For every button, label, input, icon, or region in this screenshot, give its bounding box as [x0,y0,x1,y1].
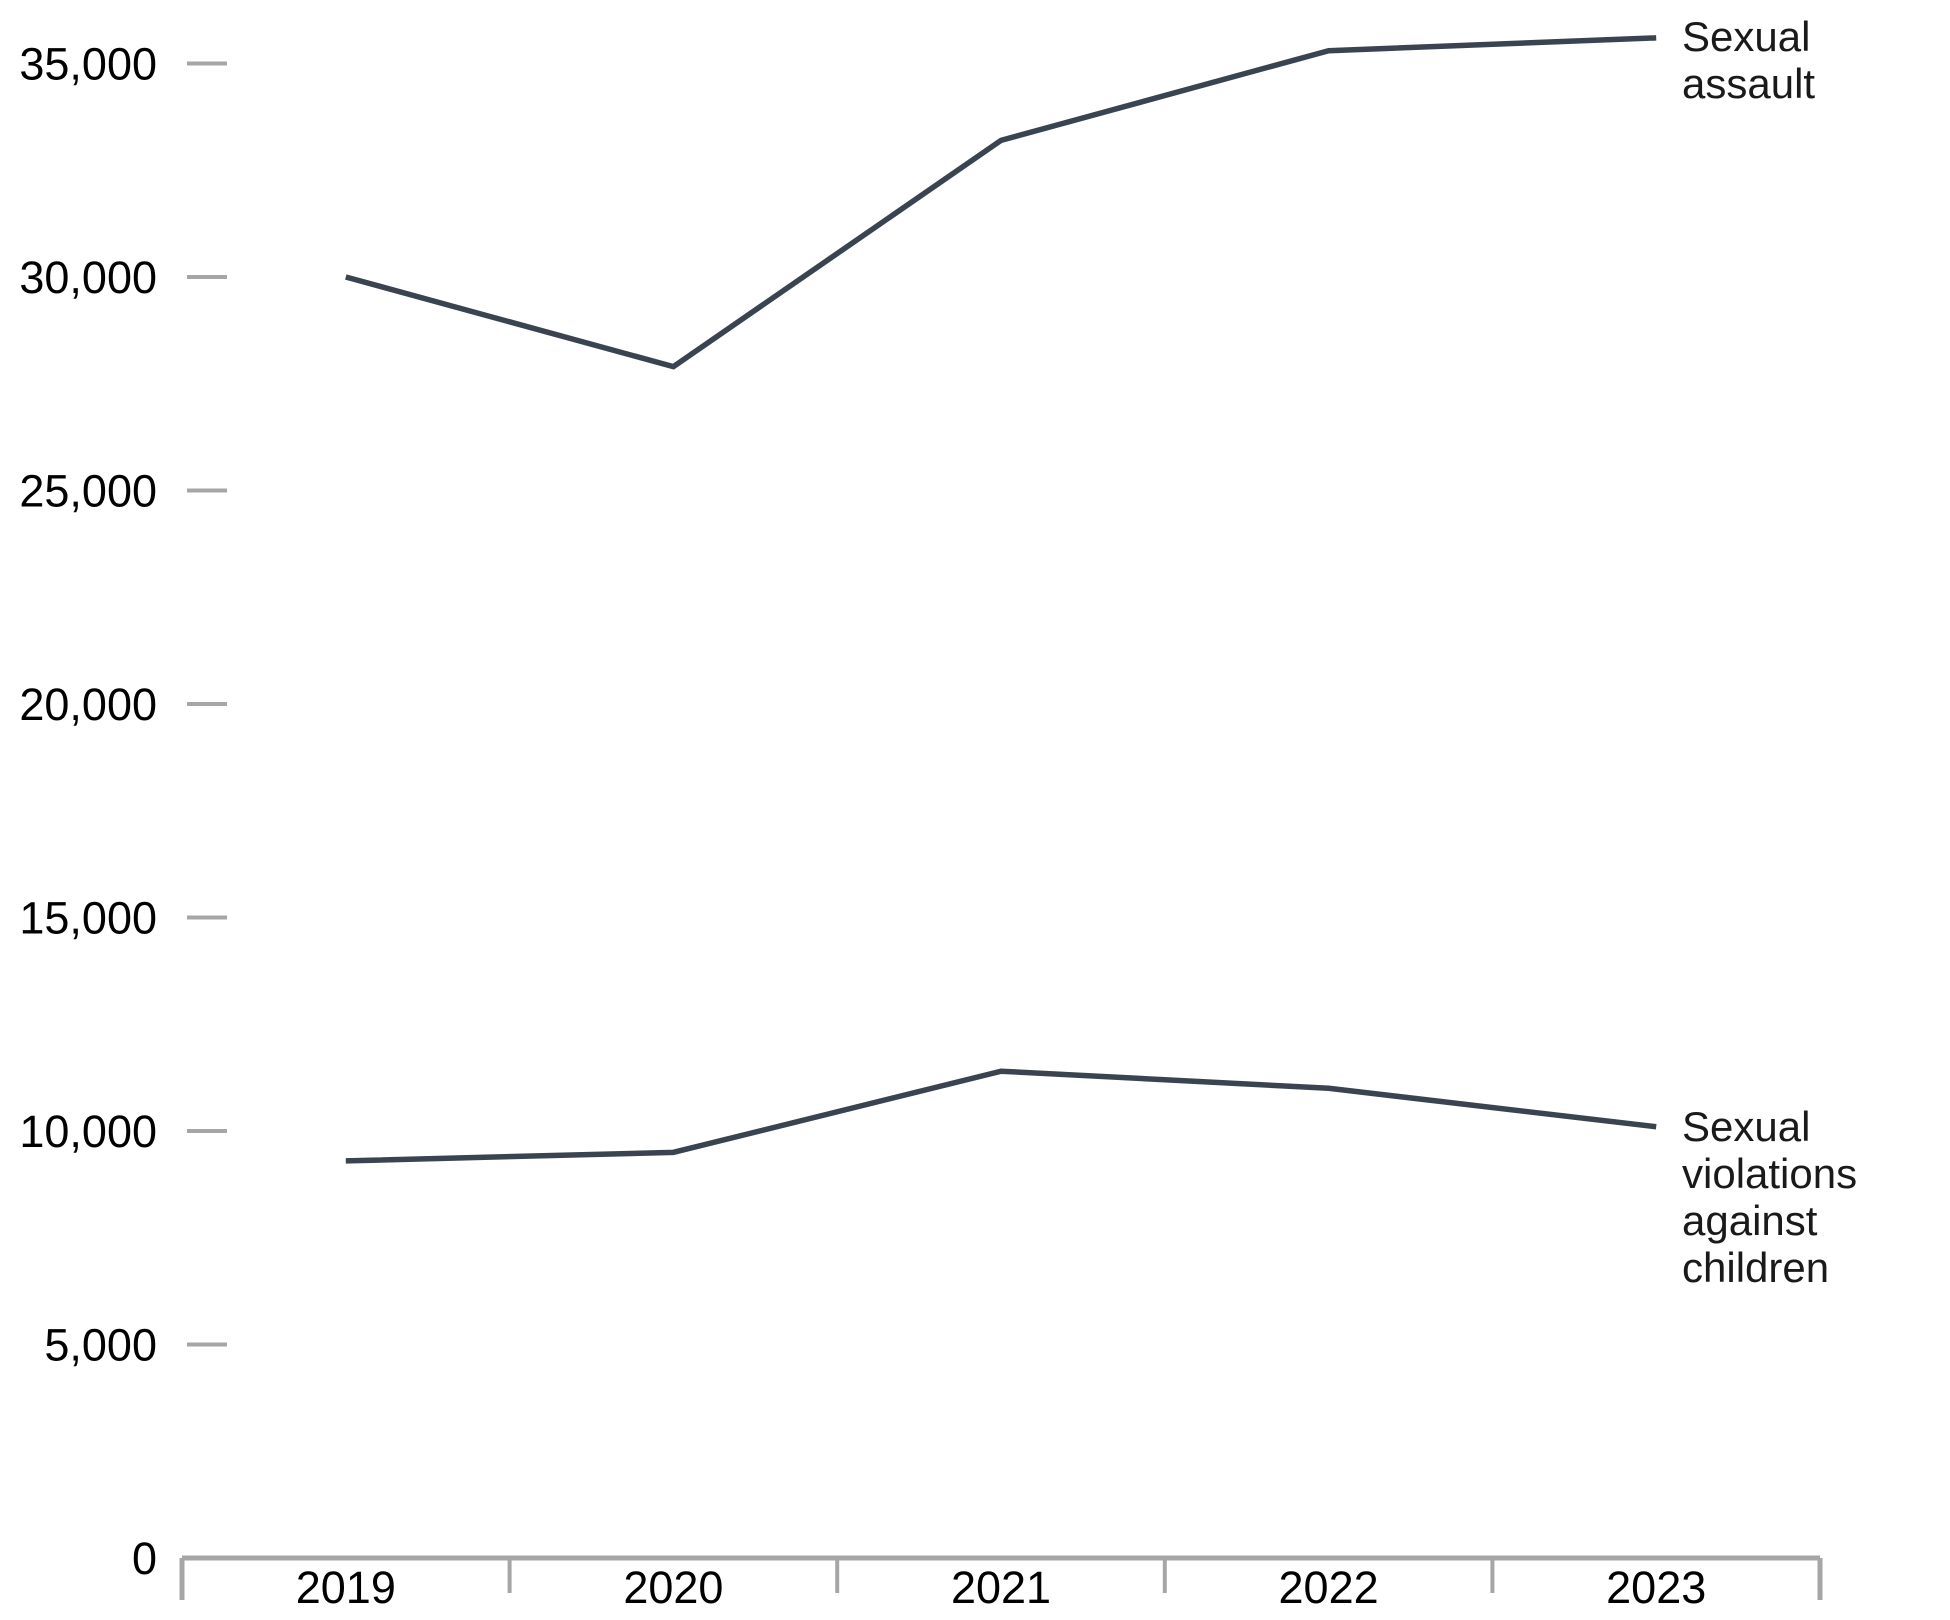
x-axis-label: 2021 [951,1562,1051,1613]
series-label-sexual-violations: Sexual violations against children [1682,1103,1858,1291]
y-axis-tick-label: 5,000 [44,1320,157,1371]
y-axis-tick-label: 15,000 [19,893,157,944]
series-label-sexual-assault: Sexual assault [1682,13,1816,107]
x-axis-label: 2020 [623,1562,723,1613]
x-axis-label: 2023 [1606,1562,1706,1613]
y-axis-tick-label: 30,000 [19,252,157,303]
x-axis-label: 2019 [296,1562,396,1613]
y-axis-tick-label: 25,000 [19,466,157,517]
series-line-sexual-assault [345,35,1657,370]
series-line-sexual-violations-against-children [345,1068,1657,1164]
x-axis-label: 2022 [1279,1562,1379,1613]
y-axis-tick-label: 35,000 [19,39,157,90]
y-axis-tick-label: 10,000 [19,1106,157,1157]
y-axis-tick-label: 20,000 [19,679,157,730]
y-axis-tick-label: 0 [132,1533,157,1584]
